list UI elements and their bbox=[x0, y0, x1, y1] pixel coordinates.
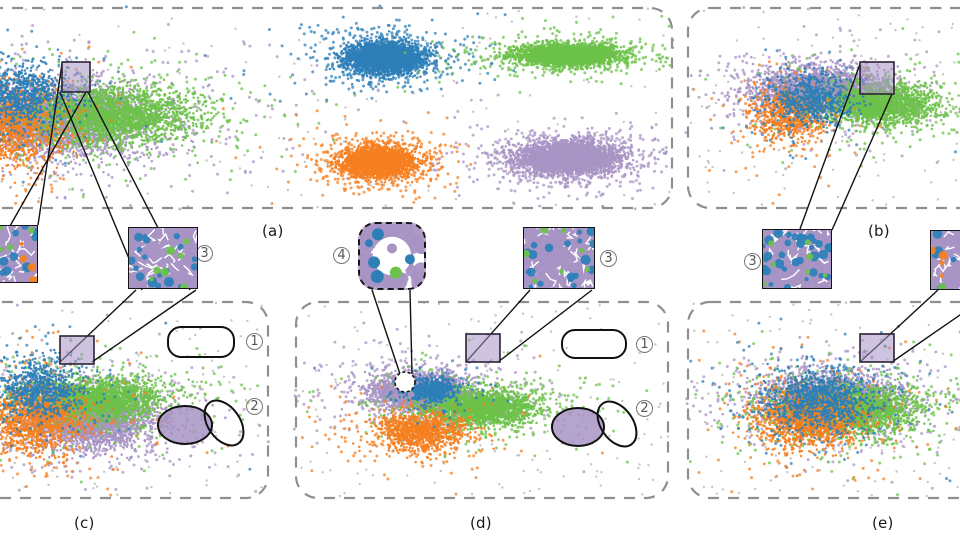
panel-border-e bbox=[686, 300, 960, 500]
source-box-b bbox=[859, 61, 895, 95]
callout-number-4-d: 4 bbox=[333, 247, 350, 264]
leader-line-9 bbox=[409, 289, 413, 375]
inset-a-left bbox=[0, 225, 38, 283]
source-box-d bbox=[465, 333, 501, 363]
leader-line-13 bbox=[891, 314, 960, 363]
panel-label-a: (a) bbox=[262, 222, 284, 240]
annotation-rect-1-c bbox=[167, 326, 235, 358]
callout-number-3-d: 3 bbox=[600, 250, 617, 267]
leader-line-5 bbox=[831, 93, 893, 231]
inset-a-right bbox=[128, 227, 198, 289]
callout-number-3-a: 3 bbox=[196, 245, 213, 262]
callout-number-1-c: 1 bbox=[246, 333, 263, 350]
leader-line-0 bbox=[37, 63, 63, 226]
leader-line-8 bbox=[371, 289, 401, 375]
inset-d-circle bbox=[358, 222, 426, 290]
annotation-ellipse-2a-c bbox=[157, 405, 213, 445]
leader-line-4 bbox=[799, 63, 861, 230]
focus-circle-d bbox=[394, 371, 416, 393]
panel-label-c: (c) bbox=[74, 514, 95, 532]
callout-number-2-d: 2 bbox=[636, 400, 653, 417]
source-box-e bbox=[859, 333, 895, 363]
source-box-c bbox=[59, 335, 95, 365]
leader-line-1 bbox=[9, 91, 87, 227]
callout-number-2-c: 2 bbox=[246, 398, 263, 415]
inset-e-right bbox=[930, 230, 960, 290]
annotation-ellipse-2b-c bbox=[203, 399, 245, 447]
panel-label-b: (b) bbox=[868, 222, 890, 240]
panel-label-e: (e) bbox=[872, 514, 894, 532]
annotation-ellipse-2b-d bbox=[596, 400, 638, 448]
annotation-ellipse-2a-d bbox=[551, 407, 605, 447]
annotation-rect-1-d bbox=[561, 329, 627, 359]
panel-border-d bbox=[294, 300, 670, 500]
leader-line-11 bbox=[497, 289, 593, 363]
callout-number-1-d: 1 bbox=[636, 336, 653, 353]
panel-label-d: (d) bbox=[470, 514, 492, 532]
callout-number-3-b: 3 bbox=[744, 253, 761, 270]
inset-d-right bbox=[523, 227, 595, 289]
panel-border-c bbox=[0, 300, 270, 500]
source-box-a bbox=[61, 61, 91, 93]
inset-b-left bbox=[762, 229, 832, 289]
panel-border-b bbox=[686, 6, 960, 210]
leader-line-7 bbox=[91, 289, 197, 363]
panel-border-a bbox=[0, 6, 674, 210]
